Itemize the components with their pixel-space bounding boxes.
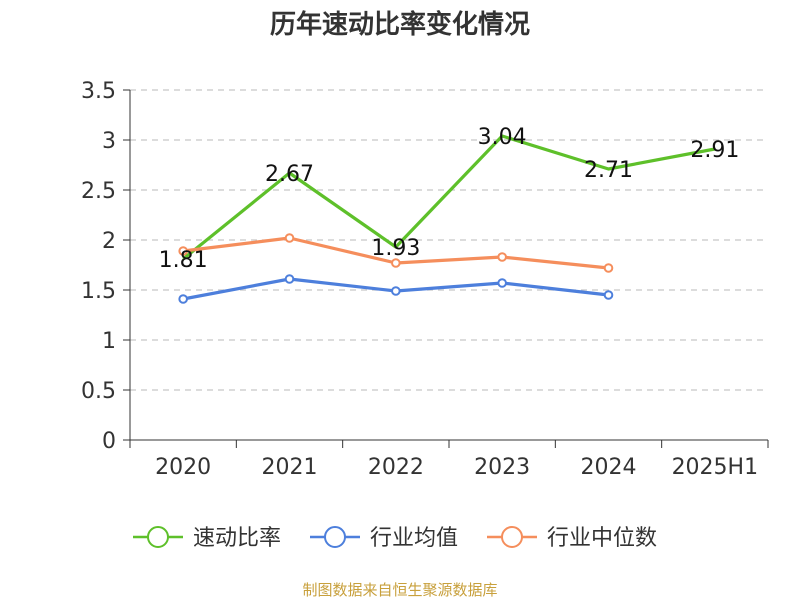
legend-label: 速动比率	[193, 526, 281, 551]
legend-label: 行业均值	[370, 526, 458, 551]
y-tick-label: 3.5	[81, 79, 116, 104]
x-tick-label: 2025H1	[672, 455, 759, 480]
legend-label: 行业中位数	[547, 526, 657, 551]
chart-title: 历年速动比率变化情况	[270, 9, 530, 40]
y-tick-label: 0	[102, 429, 116, 454]
series-line	[182, 134, 716, 261]
x-tick-label: 2021	[262, 455, 318, 480]
source-note: 制图数据来自恒生聚源数据库	[302, 581, 497, 599]
data-label: 2.67	[265, 162, 314, 187]
data-label: 2.71	[584, 158, 633, 183]
x-tick-label: 2024	[581, 455, 637, 480]
data-labels: 1.81 2.67 1.93 3.04 2.71 2.91	[159, 125, 740, 273]
y-tick-label: 2	[102, 229, 116, 254]
y-tick-label: 1.5	[81, 279, 116, 304]
legend: 速动比率 行业均值 行业中位数	[133, 526, 657, 551]
series-group	[178, 134, 716, 304]
data-point	[284, 233, 295, 243]
legend-marker	[324, 526, 346, 548]
data-label: 1.93	[371, 236, 420, 261]
data-label: 3.04	[478, 125, 527, 150]
data-point	[391, 286, 401, 296]
legend-marker	[501, 526, 523, 548]
data-point	[603, 290, 614, 300]
data-point	[178, 294, 188, 304]
x-tick-label: 2023	[474, 455, 530, 480]
grid-lines	[130, 89, 768, 391]
x-tick-label: 2022	[368, 455, 424, 480]
data-point	[391, 258, 401, 268]
axes: 0 0.5 1 1.5 2 2.5 3 3.5 2020 2021 2022 2023 2024 2025…	[81, 79, 769, 480]
data-point	[497, 252, 507, 262]
y-tick-label: 2.5	[81, 179, 116, 204]
x-tick-label: 2020	[155, 455, 211, 480]
y-tick-label: 1	[102, 329, 116, 354]
data-label: 2.91	[690, 138, 739, 163]
data-point	[497, 278, 507, 288]
data-point	[603, 263, 614, 273]
data-point	[284, 274, 295, 284]
y-tick-label: 0.5	[81, 379, 116, 404]
y-tick-label: 3	[102, 129, 116, 154]
data-label: 1.81	[159, 248, 208, 273]
legend-marker	[147, 526, 169, 548]
data-point	[178, 246, 188, 256]
